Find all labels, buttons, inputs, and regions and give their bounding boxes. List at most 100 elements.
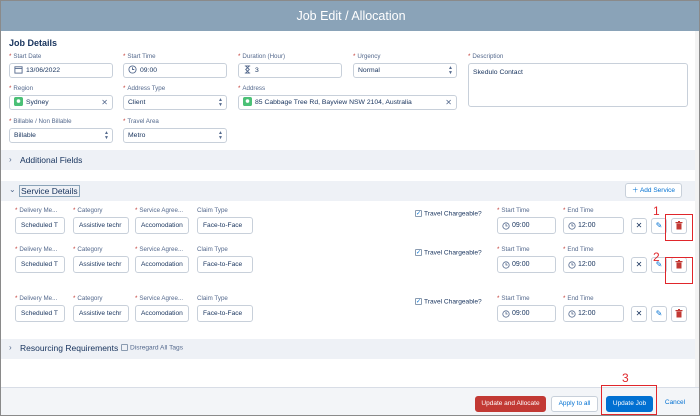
row-end-time-label: * End Time (563, 207, 594, 214)
duration-input[interactable]: 3 (238, 63, 342, 78)
disregard-tags-checkbox[interactable]: Disregard All Tags (121, 344, 183, 351)
description-textarea[interactable]: Skedulo Contact (468, 63, 688, 107)
clock-icon (568, 309, 576, 318)
category-input[interactable]: Assistive techr (73, 217, 129, 234)
select-arrows-icon: ▲ ▼ (104, 130, 109, 141)
row-edit-button[interactable]: ✎ (651, 218, 667, 234)
service-agreement-input[interactable]: Accomodation (135, 217, 189, 234)
annotation-box-2 (665, 257, 693, 284)
row-close-button[interactable]: ✕ (631, 306, 647, 322)
row-start-time-input[interactable]: 09:00 (497, 305, 556, 322)
checkbox-box[interactable] (121, 344, 128, 351)
cancel-button[interactable]: Cancel (664, 399, 686, 406)
vertical-scrollbar[interactable] (695, 31, 699, 387)
resourcing-requirements-section[interactable]: › Resourcing Requirements Disregard All … (1, 339, 699, 359)
billable-label: * Billable / Non Billable (9, 118, 72, 125)
job-edit-body: Job Details * Start Date 13/06/2022 * Star… (1, 31, 699, 387)
urgency-select[interactable]: Normal ▲ ▼ (353, 63, 457, 78)
address-label: * Address (238, 85, 266, 92)
row-end-time-input[interactable]: 12:00 (563, 217, 624, 234)
close-icon: ✕ (635, 309, 643, 318)
close-icon: ✕ (635, 221, 643, 230)
category-label: * Category (73, 246, 103, 253)
category-input[interactable]: Assistive techr (73, 305, 129, 322)
delivery-label: * Delivery Me... (15, 207, 58, 214)
apply-to-all-button[interactable]: Apply to all (551, 396, 598, 412)
annotation-box-1 (665, 214, 693, 241)
additional-fields-section[interactable]: › Additional Fields (1, 150, 699, 170)
row-start-time-input[interactable]: 09:00 (497, 256, 556, 273)
region-lookup[interactable]: Sydney ✕ (9, 95, 113, 110)
address-type-label: * Address Type (123, 85, 166, 92)
row-edit-button[interactable]: ✎ (651, 257, 667, 273)
additional-fields-label: Additional Fields (20, 155, 83, 165)
claim-type-input[interactable]: Face-to-Face (197, 305, 253, 322)
billable-select[interactable]: Billable ▲ ▼ (9, 128, 113, 143)
category-input[interactable]: Assistive techr (73, 256, 129, 273)
calendar-icon (14, 65, 23, 74)
row-end-time-label: * End Time (563, 246, 594, 253)
select-arrows-icon: ▲ ▼ (218, 130, 223, 141)
trash-icon (675, 260, 683, 269)
clock-icon (502, 260, 510, 269)
start-date-input[interactable]: 13/06/2022 (9, 63, 113, 78)
pencil-icon: ✎ (655, 260, 663, 269)
delivery-method-input[interactable]: Scheduled T (15, 217, 65, 234)
chevron-down-icon[interactable]: ⌄ (9, 185, 16, 194)
row-delete-button[interactable] (671, 257, 687, 273)
region-label: * Region (9, 85, 34, 92)
update-and-allocate-button[interactable]: Update and Allocate (475, 396, 546, 412)
checkbox-checked[interactable]: ✓ (415, 298, 422, 305)
delivery-method-input[interactable]: Scheduled T (15, 256, 65, 273)
travel-chargeable-checkbox[interactable]: ✓ Travel Chargeable? (415, 249, 482, 257)
pencil-icon: ✎ (655, 309, 663, 318)
service-details-label[interactable]: Service Details (19, 185, 80, 197)
address-clear-icon[interactable]: ✕ (445, 98, 452, 107)
row-start-time-label: * Start Time (497, 295, 530, 302)
clock-icon (128, 65, 137, 74)
row-close-button[interactable]: ✕ (631, 257, 647, 273)
add-service-button[interactable]: ＋ Add Service (625, 183, 682, 198)
chevron-right-icon: › (9, 343, 12, 352)
row-start-time-input[interactable]: 09:00 (497, 217, 556, 234)
travel-area-label: * Travel Area (123, 118, 159, 125)
address-type-select[interactable]: Client ▲ ▼ (123, 95, 227, 110)
row-delete-button[interactable] (671, 218, 687, 234)
annotation-1: 1 (653, 204, 660, 218)
row-end-time-input[interactable]: 12:00 (563, 256, 624, 273)
start-date-label: * Start Date (9, 53, 42, 60)
update-job-button[interactable]: Update Job (606, 396, 653, 412)
claim-type-label: Claim Type (197, 207, 228, 214)
agreement-label: * Service Agree... (135, 246, 184, 253)
delivery-method-input[interactable]: Scheduled T (15, 305, 65, 322)
claim-type-label: Claim Type (197, 246, 228, 253)
travel-chargeable-checkbox[interactable]: ✓ Travel Chargeable? (415, 298, 482, 306)
row-edit-button[interactable]: ✎ (651, 306, 667, 322)
start-time-input[interactable]: 09:00 (123, 63, 227, 78)
claim-type-input[interactable]: Face-to-Face (197, 217, 253, 234)
category-label: * Category (73, 207, 103, 214)
checkbox-checked[interactable]: ✓ (415, 210, 422, 217)
travel-chargeable-checkbox[interactable]: ✓ Travel Chargeable? (415, 210, 482, 218)
chevron-right-icon: › (9, 155, 12, 164)
annotation-box-3 (601, 385, 657, 415)
checkbox-checked[interactable]: ✓ (415, 249, 422, 256)
row-end-time-input[interactable]: 12:00 (563, 305, 624, 322)
row-start-time-label: * Start Time (497, 246, 530, 253)
clock-icon (568, 221, 576, 230)
service-details-header: ⌄ Service Details ＋ Add Service (1, 181, 699, 201)
claim-type-input[interactable]: Face-to-Face (197, 256, 253, 273)
service-agreement-input[interactable]: Accomodation (135, 256, 189, 273)
service-agreement-input[interactable]: Accomodation (135, 305, 189, 322)
address-lookup[interactable]: 85 Cabbage Tree Rd, Bayview NSW 2104, Au… (238, 95, 457, 110)
travel-area-select[interactable]: Metro ▲ ▼ (123, 128, 227, 143)
trash-icon (675, 309, 683, 318)
region-clear-icon[interactable]: ✕ (101, 98, 108, 107)
claim-type-label: Claim Type (197, 295, 228, 302)
row-close-button[interactable]: ✕ (631, 218, 647, 234)
select-arrows-icon: ▲ ▼ (448, 65, 453, 76)
window-title: Job Edit / Allocation (1, 1, 699, 31)
row-start-time-label: * Start Time (497, 207, 530, 214)
row-delete-button[interactable] (671, 306, 687, 322)
